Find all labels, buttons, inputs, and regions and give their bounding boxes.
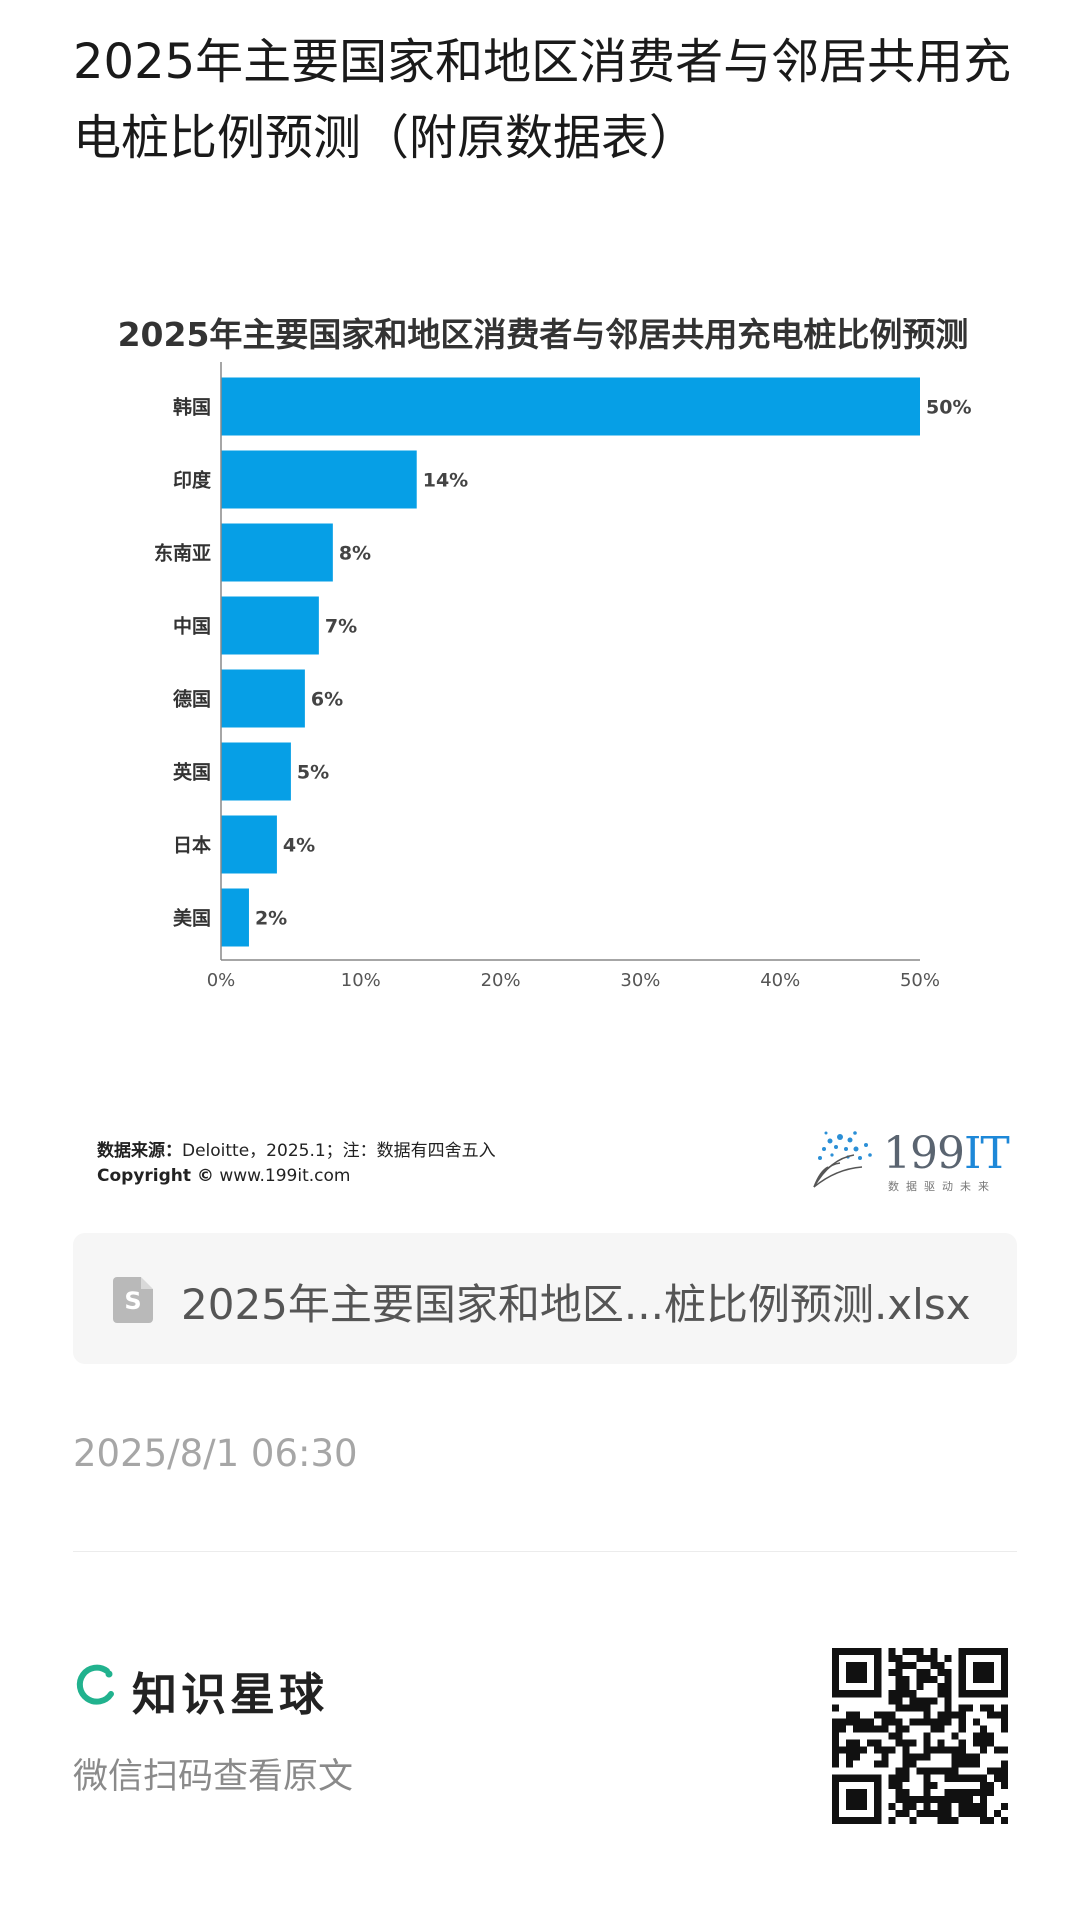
chart-image: 2025年主要国家和地区消费者与邻居共用充电桩比例预测 韩国 50% 印度 14% 东南… bbox=[73, 290, 1013, 1200]
bar bbox=[221, 742, 291, 801]
data-label: 8% bbox=[339, 543, 371, 565]
bar bbox=[221, 450, 417, 509]
x-tick-label: 30% bbox=[620, 970, 660, 991]
brand-name: 知识星球 bbox=[132, 1668, 329, 1721]
attachment-card[interactable]: S 2025年主要国家和地区...桩比例预测.xlsx bbox=[73, 1233, 1017, 1364]
category-label: 日本 bbox=[173, 834, 211, 857]
post-title: 2025年主要国家和地区消费者与邻居共用充电桩比例预测（附原数据表） bbox=[73, 34, 1012, 166]
x-tick-label: 0% bbox=[207, 970, 236, 991]
source-note: 数据来源：Deloitte，2025.1；注：数据有四舍五入 bbox=[97, 1136, 496, 1161]
data-label: 50% bbox=[926, 397, 971, 419]
category-label: 德国 bbox=[173, 688, 211, 711]
x-tick-label: 50% bbox=[900, 970, 940, 991]
category-label: 韩国 bbox=[173, 396, 211, 419]
data-label: 14% bbox=[423, 470, 468, 492]
bar bbox=[221, 523, 333, 582]
attachment-file-name[interactable]: 2025年主要国家和地区...桩比例预测.xlsx bbox=[181, 1280, 971, 1329]
brand-wordmark: 199IT bbox=[883, 1128, 1010, 1179]
bar bbox=[221, 888, 249, 947]
x-tick-label: 40% bbox=[760, 970, 800, 991]
data-label: 6% bbox=[311, 689, 343, 711]
qr-code-icon[interactable] bbox=[832, 1648, 1008, 1824]
data-label: 7% bbox=[325, 616, 357, 638]
bar bbox=[221, 596, 319, 655]
bar-chart: 韩国 50% 印度 14% 东南亚 8% 中国 7% 德国 6% 英国 5% 日本 4% 美国 2% 0% 10%… bbox=[154, 362, 971, 991]
x-tick-label: 10% bbox=[341, 970, 381, 991]
copyright-note: Copyright © www.199it.com bbox=[97, 1166, 350, 1186]
source-text: Deloitte，2025.1；注：数据有四舍五入 bbox=[182, 1141, 496, 1161]
x-tick-label: 20% bbox=[481, 970, 521, 991]
source-label: 数据来源： bbox=[97, 1141, 182, 1161]
category-label: 英国 bbox=[173, 761, 211, 784]
chart-title: 2025年主要国家和地区消费者与邻居共用充电桩比例预测 bbox=[117, 315, 969, 354]
bar bbox=[221, 669, 305, 728]
copyright-text: www.199it.com bbox=[219, 1166, 351, 1186]
brand-dandelion-icon bbox=[813, 1131, 872, 1188]
category-label: 美国 bbox=[173, 907, 211, 930]
spreadsheet-file-icon: S bbox=[113, 1277, 153, 1323]
bar bbox=[221, 815, 277, 874]
post-timestamp: 2025/8/1 06:30 bbox=[73, 1432, 358, 1475]
data-label: 5% bbox=[297, 762, 329, 784]
category-label: 中国 bbox=[173, 615, 211, 638]
brand-slogan: 数据驱动未来 bbox=[888, 1180, 996, 1193]
divider bbox=[73, 1551, 1017, 1552]
copyright-label: Copyright © bbox=[97, 1166, 214, 1186]
data-label: 2% bbox=[255, 908, 287, 930]
zsxq-logo-icon bbox=[76, 1664, 114, 1705]
category-label: 东南亚 bbox=[154, 542, 211, 565]
category-label: 印度 bbox=[173, 469, 212, 492]
bar bbox=[221, 377, 920, 436]
data-label: 4% bbox=[283, 835, 315, 857]
scan-hint: 微信扫码查看原文 bbox=[73, 1757, 354, 1797]
